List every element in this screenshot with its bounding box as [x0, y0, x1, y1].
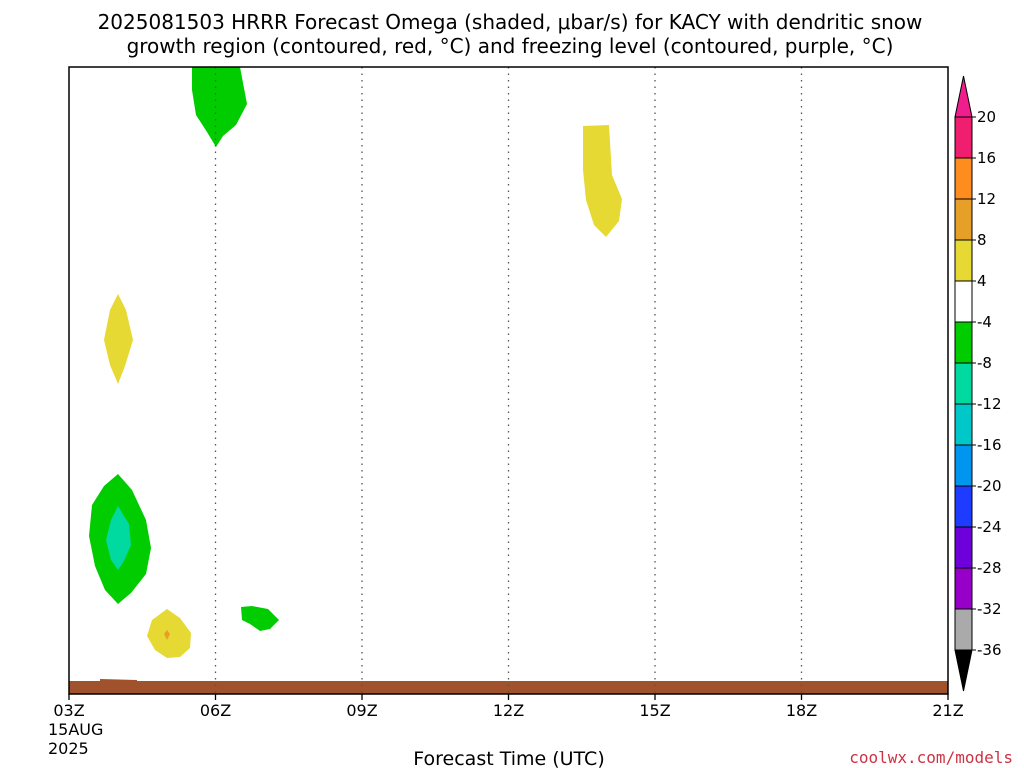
colorbar-label: -32 [977, 600, 1002, 618]
colorbar-swatch [954, 608, 973, 651]
x-axis: 03Z 06Z 09Z 12Z 15Z 18Z 21Z [53, 694, 964, 720]
colorbar-label: 4 [977, 272, 987, 290]
x-date-line-2: 2025 [48, 739, 89, 758]
colorbar-label: 20 [977, 108, 996, 126]
colorbar-swatch [954, 567, 973, 610]
colorbar-bottom-arrow [954, 649, 973, 692]
omega-shading [89, 67, 622, 658]
colorbar-swatch [954, 485, 973, 528]
colorbar-label: -24 [977, 518, 1002, 536]
colorbar-label: -20 [977, 477, 1002, 495]
colorbar-swatch [954, 198, 973, 241]
chart-title-line-1: 2025081503 HRRR Forecast Omega (shaded, … [98, 10, 923, 34]
colorbar-swatch [954, 403, 973, 446]
x-axis-label: Forecast Time (UTC) [413, 748, 604, 768]
colorbar-swatch [954, 157, 973, 200]
colorbar-label: 8 [977, 231, 987, 249]
colorbar-label: -8 [977, 354, 992, 372]
credit-text: coolwx.com/models [849, 748, 1013, 767]
shade-yellow-upper [583, 125, 622, 237]
chart-title-line-2: growth region (contoured, red, °C) and f… [127, 34, 894, 58]
colorbar-label: -36 [977, 641, 1002, 659]
x-tick-label: 21Z [932, 701, 963, 720]
shade-yellow-mid [104, 294, 133, 384]
x-tick-label: 18Z [786, 701, 817, 720]
grid-lines [214, 67, 803, 694]
colorbar-label: -28 [977, 559, 1002, 577]
colorbar-swatch [954, 362, 973, 405]
colorbar-swatch [954, 321, 973, 364]
shade-green-small [241, 606, 279, 631]
colorbar-swatch [954, 239, 973, 282]
shade-orange-spot [164, 630, 170, 640]
shade-green-upper [192, 67, 247, 147]
colorbar-label: -4 [977, 313, 992, 331]
x-tick-label: 12Z [493, 701, 524, 720]
x-tick-label: 03Z [53, 701, 84, 720]
colorbar-label: -16 [977, 436, 1002, 454]
x-tick-label: 09Z [346, 701, 377, 720]
colorbar-top-arrow [954, 75, 973, 118]
x-date-line-1: 15AUG [48, 720, 103, 739]
x-tick-label: 15Z [639, 701, 670, 720]
colorbar-label: 12 [977, 190, 996, 208]
colorbar-swatch [954, 280, 973, 323]
x-tick-label: 06Z [200, 701, 231, 720]
colorbar-label: -12 [977, 395, 1002, 413]
colorbar: 20 16 12 8 4 -4 -8 -12 -16 -20 -24 -28 -32 -36 [954, 75, 1002, 692]
shade-teal-core [106, 506, 131, 570]
colorbar-swatch [954, 526, 973, 569]
colorbar-label: 16 [977, 149, 996, 167]
colorbar-swatch [954, 444, 973, 487]
terrain-band [69, 679, 948, 694]
colorbar-swatch [954, 116, 973, 159]
terrain-fill [69, 679, 948, 694]
